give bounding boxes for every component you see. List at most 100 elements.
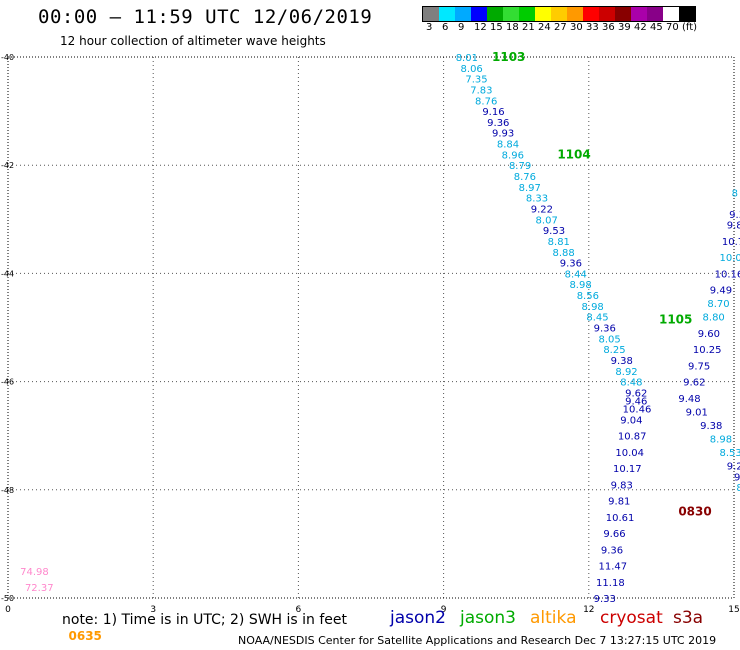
data-point-value: 9.36 <box>601 545 623 556</box>
legend-swatch <box>647 7 663 21</box>
legend-swatch <box>423 7 439 21</box>
data-point-value: 10.16 <box>715 269 740 280</box>
x-tick-label: 3 <box>150 605 156 615</box>
data-point-value: 9.62 <box>625 388 647 399</box>
data-point-value: 9.04 <box>620 415 642 426</box>
data-point-value: 8.81 <box>548 237 570 248</box>
data-point-value: 10.61 <box>606 513 635 524</box>
data-point-value: 8.80 <box>703 313 725 324</box>
data-point-value: 8.97 <box>519 183 541 194</box>
data-point-value: 11.18 <box>596 578 625 589</box>
legend-swatch <box>503 7 519 21</box>
data-point-value: 8.88 <box>553 248 575 259</box>
data-point-value: 9.1 <box>734 472 740 483</box>
data-point-value: 8.76 <box>475 96 497 107</box>
data-point-value: 9.22 <box>531 204 553 215</box>
data-point-value: 9.60 <box>698 329 720 340</box>
data-point-value: 7.35 <box>465 75 487 86</box>
legend-jason3: jason3 <box>460 608 516 628</box>
legend-swatch <box>535 7 551 21</box>
legend-label: 27 <box>554 22 567 33</box>
data-point-value: 9.33 <box>594 594 616 605</box>
x-tick-label: 12 <box>583 605 594 615</box>
legend-label: 15 <box>490 22 503 33</box>
data-point-value: 9.36 <box>594 324 616 335</box>
legend-label: 18 <box>506 22 519 33</box>
data-point-value: 9.24 <box>727 461 740 472</box>
legend-swatch <box>679 7 695 21</box>
legend-swatch <box>599 7 615 21</box>
data-point-value: 9.48 <box>678 394 700 405</box>
data-point-value: 10.02 <box>719 253 740 264</box>
y-tick-label: -40 <box>1 53 14 62</box>
data-point-value: 74.98 <box>20 567 49 578</box>
legend-label: 9 <box>458 22 465 33</box>
legend-swatch <box>439 7 455 21</box>
y-tick-label: -44 <box>1 269 14 278</box>
legend-label: 33 <box>586 22 599 33</box>
data-point-value: 10.46 <box>623 405 652 416</box>
x-tick-label: 0 <box>5 605 11 615</box>
y-tick-label: -50 <box>1 594 14 603</box>
data-point-value: 9.88 <box>727 221 740 232</box>
data-point-value: 10.25 <box>693 345 722 356</box>
data-point-value: 8.98 <box>569 280 591 291</box>
data-point-value: 8.06 <box>461 64 483 75</box>
data-point-value: 9.16 <box>482 107 504 118</box>
legend-swatch <box>567 7 583 21</box>
legend-label: 6 <box>442 22 449 33</box>
data-point-value: 9.38 <box>700 421 722 432</box>
data-point-value: 8.84 <box>497 140 519 151</box>
data-point-value: 11.47 <box>598 562 627 573</box>
data-point-value: 10.17 <box>613 464 642 475</box>
legend-label: (ft) <box>682 22 698 33</box>
pass-time-label: 1103 <box>492 50 525 64</box>
footer-note: note: 1) Time is in UTC; 2) SWH is in fe… <box>62 612 348 628</box>
credit-line: NOAA/NESDIS Center for Satellite Applica… <box>238 634 717 647</box>
data-point-value: 8.98 <box>710 434 732 445</box>
data-point-value: 10.04 <box>615 448 644 459</box>
legend-swatch <box>631 7 647 21</box>
data-point-value: 8.45 <box>586 313 608 324</box>
data-point-value: 9.49 <box>710 286 732 297</box>
legend-jason2: jason2 <box>390 608 446 628</box>
data-point-value: 9.75 <box>688 361 710 372</box>
legend-s3a: s3a <box>673 608 704 628</box>
legend-label: 45 <box>650 22 663 33</box>
x-tick-label: 15 <box>728 605 739 615</box>
data-point-value: 9.81 <box>608 497 630 508</box>
legend-swatch <box>551 7 567 21</box>
data-point-value: 10.71 <box>722 237 740 248</box>
legend-swatch <box>455 7 471 21</box>
data-point-value: 8.05 <box>598 334 620 345</box>
data-point-value: 9.01 <box>686 407 708 418</box>
legend-altika: altika <box>530 608 577 628</box>
legend-swatch <box>663 7 679 21</box>
legend-label: 39 <box>618 22 631 33</box>
data-point-value: 8.70 <box>707 299 729 310</box>
data-point-value: 8.79 <box>509 161 531 172</box>
pass-time-label: 1105 <box>659 312 692 326</box>
data-point-value: 72.37 <box>25 583 54 594</box>
color-scale-legend <box>422 6 696 22</box>
data-point-value: 8.98 <box>582 302 604 313</box>
data-point-value: 8.33 <box>526 194 548 205</box>
data-point-value: 8.96 <box>502 150 524 161</box>
legend-swatch <box>471 7 487 21</box>
data-point-value: 9.36 <box>560 259 582 270</box>
data-point-value: 8.53 <box>719 448 740 459</box>
legend-label: 36 <box>602 22 615 33</box>
data-point-value: 7.83 <box>470 85 492 96</box>
data-point-value: 8 <box>736 483 740 494</box>
legend-label: 21 <box>522 22 535 33</box>
pass-time-label: 0635 <box>69 629 102 643</box>
legend-swatch <box>615 7 631 21</box>
y-tick-label: -42 <box>1 161 14 170</box>
data-point-value: 8.25 <box>603 345 625 356</box>
chart-title: 00:00 – 11:59 UTC 12/06/2019 <box>38 6 373 28</box>
data-point-value: 9.66 <box>603 529 625 540</box>
data-point-value: 10.87 <box>618 432 647 443</box>
data-point-value: 9.36 <box>487 118 509 129</box>
legend-label: 3 <box>426 22 433 33</box>
legend-label: 70 <box>666 22 679 33</box>
